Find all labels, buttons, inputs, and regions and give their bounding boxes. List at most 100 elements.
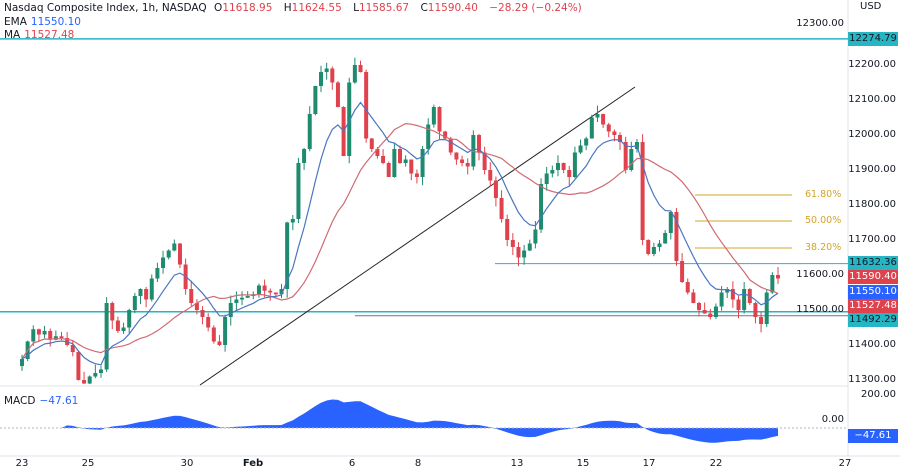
- candle-body: [132, 296, 137, 310]
- candle-body: [460, 159, 465, 163]
- fib-label: 38.20%: [805, 242, 842, 253]
- price-tick: 11400.00: [848, 339, 896, 350]
- macd-legend[interactable]: MACD −47.61: [4, 395, 82, 407]
- candle-body: [93, 373, 98, 377]
- candle-body: [76, 352, 81, 380]
- candle-body: [206, 317, 211, 328]
- candle-body: [381, 156, 386, 163]
- macd-label: MACD: [4, 395, 36, 407]
- candle-body: [555, 163, 560, 170]
- candle-body: [115, 320, 120, 331]
- low-label: L: [353, 2, 359, 14]
- candle-body: [189, 289, 194, 303]
- candle-body: [285, 222, 290, 289]
- candle-body: [488, 170, 493, 181]
- candle-body: [177, 243, 182, 265]
- price-tag: 11527.48: [848, 299, 898, 313]
- candle-body: [256, 285, 261, 295]
- symbol-title: Nasdaq Composite Index, 1h, NASDAQ: [4, 2, 207, 14]
- candle-body: [426, 124, 431, 149]
- macd-value: −47.61: [39, 395, 79, 407]
- candle-body: [20, 359, 24, 366]
- candle-body: [584, 138, 589, 146]
- candle-body: [347, 82, 352, 156]
- candle-body: [307, 114, 312, 149]
- candle-body: [719, 292, 724, 307]
- open-label: O: [214, 2, 223, 14]
- candle-body: [155, 268, 160, 279]
- candle-body: [335, 82, 340, 107]
- candle-body: [443, 131, 448, 139]
- candle-body: [431, 107, 436, 125]
- candle-body: [680, 261, 685, 282]
- candle-body: [505, 219, 510, 240]
- fib-label: 50.00%: [805, 215, 842, 226]
- candle-body: [668, 212, 673, 233]
- candle-body: [217, 341, 222, 345]
- price-tag: 11590.40: [848, 270, 898, 284]
- candle-body: [465, 163, 470, 167]
- candle-body: [725, 289, 730, 293]
- candle-body: [369, 138, 374, 149]
- candle-body: [595, 114, 600, 118]
- ma-label: MA: [4, 29, 21, 41]
- candle-body: [409, 159, 414, 174]
- macd-tick: 200.00: [861, 389, 896, 400]
- candle-body: [499, 198, 504, 219]
- price-tick: 12100.00: [848, 94, 896, 105]
- candle-body: [42, 331, 47, 335]
- candle-body: [646, 240, 651, 254]
- candle-body: [82, 380, 87, 384]
- time-tick: 22: [709, 458, 723, 469]
- candle-body: [245, 296, 250, 298]
- price-tick: 11600.00: [796, 269, 844, 280]
- candle-body: [138, 289, 143, 296]
- candle-body: [448, 138, 453, 153]
- macd-value-tag: −47.61: [848, 429, 898, 443]
- candle-body: [144, 289, 149, 300]
- candle-body: [223, 317, 228, 345]
- candle-body: [104, 303, 109, 370]
- candle-body: [544, 173, 549, 184]
- candle-body: [324, 68, 329, 72]
- candle-body: [578, 145, 583, 153]
- price-tag: 12274.79: [848, 32, 898, 46]
- candle-body: [589, 117, 594, 139]
- candle-body: [31, 329, 36, 342]
- candle-body: [48, 331, 53, 340]
- ema-legend[interactable]: EMA 11550.10: [4, 16, 85, 28]
- high-label: H: [283, 2, 292, 14]
- candle-body: [319, 72, 324, 86]
- price-tick: 12000.00: [848, 129, 896, 140]
- candle-body: [674, 212, 679, 261]
- candle-body: [623, 142, 628, 170]
- candle-body: [172, 243, 177, 251]
- time-tick: 27: [838, 458, 852, 469]
- candle-body: [533, 229, 538, 244]
- candle-body: [759, 317, 764, 324]
- candle-body: [736, 299, 741, 310]
- ma-legend[interactable]: MA 11527.48: [4, 29, 78, 41]
- candle-body: [149, 278, 154, 300]
- candle-body: [685, 282, 690, 293]
- candle-body: [392, 149, 397, 177]
- candle-body: [200, 310, 205, 317]
- candle-body: [567, 170, 572, 177]
- time-tick: 30: [180, 458, 194, 469]
- candle-body: [228, 303, 233, 317]
- candle-body: [770, 275, 775, 293]
- candle-body: [262, 285, 267, 291]
- candle-body: [539, 184, 544, 230]
- time-tick: 23: [15, 458, 29, 469]
- trendline: [199, 86, 636, 386]
- candle-body: [516, 247, 521, 258]
- candle-body: [510, 240, 515, 247]
- candle-body: [296, 163, 301, 219]
- candle-body: [471, 135, 476, 167]
- candle-body: [550, 170, 555, 174]
- macd-tick: 0.00: [821, 414, 844, 425]
- candle-body: [127, 310, 132, 328]
- candle-body: [420, 149, 425, 177]
